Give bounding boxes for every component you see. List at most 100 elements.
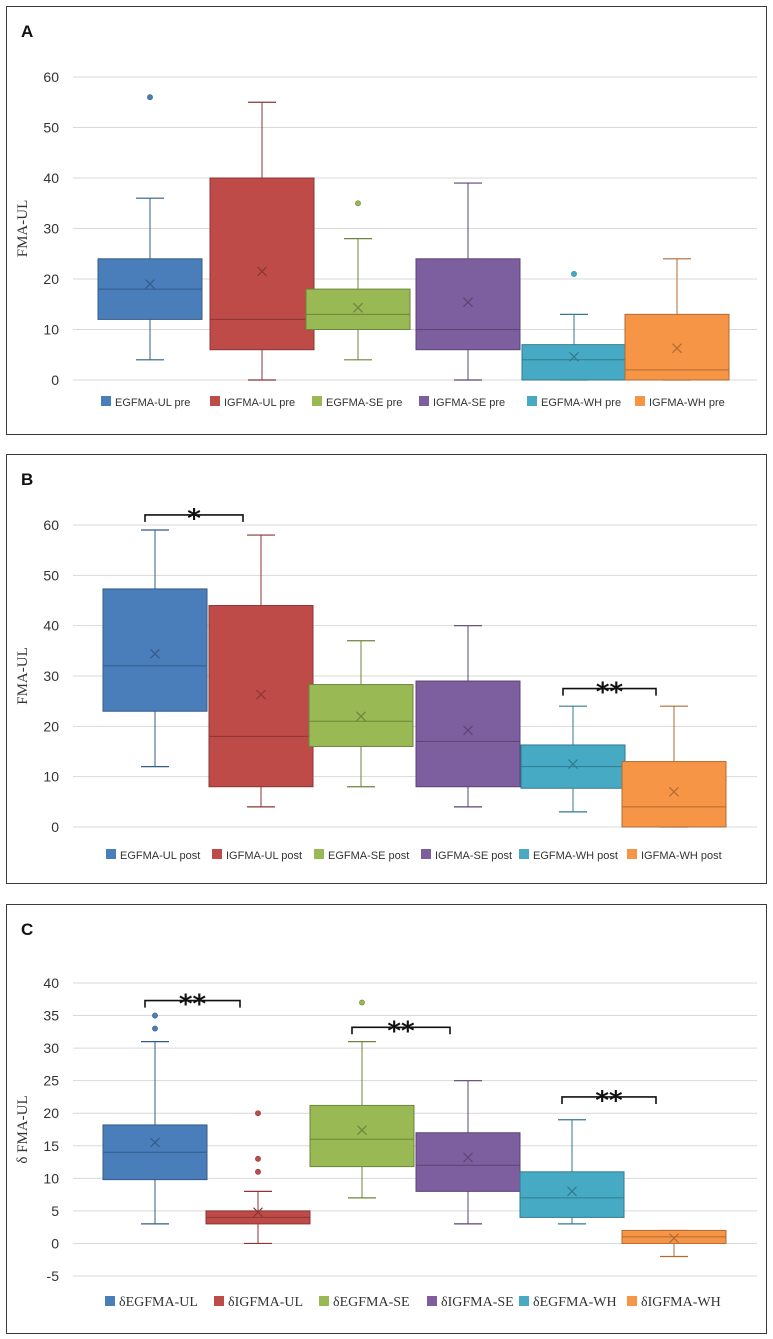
box-egfma-se-post — [308, 640, 414, 788]
box--igfma-wh — [621, 1229, 727, 1258]
boxplot-chart-c: C -5 0 5 10 15 20 25 30 35 40 δ FMA-UL δEGFMA-UL δIGF… — [15, 920, 757, 1310]
mean-marker — [256, 689, 266, 700]
y-tick-label: 35 — [43, 1008, 59, 1024]
legend-label: IGFMA-SE pre — [433, 397, 505, 409]
y-tick-label: 0 — [51, 1235, 59, 1251]
iqr-box — [519, 1171, 625, 1218]
box-igfma-se-pre — [415, 182, 521, 381]
legend-label: IGFMA-SE post — [435, 850, 512, 862]
outlier-point — [571, 271, 577, 277]
iqr-box — [415, 680, 521, 788]
iqr-box — [621, 761, 727, 828]
panel-label: A — [21, 22, 33, 41]
legend-label: EGFMA-WH post — [533, 850, 618, 862]
legend-label: δIGFMA-WH — [641, 1295, 721, 1310]
box-igfma-wh-post — [621, 705, 727, 828]
legend-swatch — [314, 849, 324, 859]
legend-label: δEGFMA-SE — [333, 1295, 410, 1310]
y-tick-label: 40 — [43, 618, 59, 634]
y-tick-label: 40 — [43, 170, 59, 186]
legend-swatch — [312, 396, 322, 406]
iqr-box — [309, 1104, 415, 1168]
bracket-line — [144, 514, 244, 522]
y-tick-label: 50 — [43, 120, 59, 136]
mean-marker — [150, 648, 160, 659]
outlier-point — [359, 999, 365, 1006]
legend-swatch — [527, 396, 537, 406]
y-tick-label: 50 — [43, 567, 59, 583]
panel-a: A 0 10 20 30 40 50 60 FMA-UL EGFMA-UL pre IGFMA-UL… — [6, 6, 767, 435]
y-tick-label: 60 — [43, 517, 59, 533]
y-tick-label: 20 — [43, 718, 59, 734]
bracket-line — [144, 999, 241, 1008]
panel-c: C -5 0 5 10 15 20 25 30 35 40 δ FMA-UL δEGFMA-UL δIGF… — [6, 904, 767, 1334]
mean-marker — [257, 266, 267, 277]
mean-marker — [669, 1233, 679, 1244]
mean-marker — [569, 351, 579, 362]
box--egfma-wh — [519, 1119, 625, 1225]
legend-swatch — [627, 849, 637, 859]
mean-marker — [357, 1125, 367, 1136]
y-tick-label: 30 — [43, 221, 59, 237]
significance-label: * — [187, 504, 201, 534]
boxplot-chart-b: B 0 10 20 30 40 50 60 FMA-UL EGFMA-UL post IGFMA-U… — [15, 470, 757, 862]
legend-label: IGFMA-UL pre — [224, 397, 295, 409]
box--egfma-se — [309, 999, 415, 1199]
bracket-line — [561, 1096, 657, 1104]
legend-swatch — [627, 1296, 637, 1306]
y-axis-title: FMA-UL — [15, 647, 31, 705]
outlier-point — [152, 1025, 158, 1032]
significance-bracket: ** — [144, 990, 241, 1020]
bracket-line — [351, 1026, 451, 1035]
panel-label: B — [21, 470, 33, 489]
significance-label: ** — [179, 990, 207, 1020]
mean-marker — [145, 279, 155, 289]
mean-marker — [669, 786, 679, 797]
iqr-box — [208, 605, 314, 788]
outlier-point — [255, 1168, 261, 1175]
mean-marker — [353, 302, 363, 313]
box--igfma-ul — [205, 1110, 311, 1245]
y-tick-label: 0 — [51, 819, 59, 835]
legend-swatch — [319, 1296, 329, 1306]
legend-label: EGFMA-WH pre — [541, 397, 621, 409]
box-igfma-wh-pre — [624, 258, 730, 381]
legend-label: EGFMA-SE pre — [326, 397, 402, 409]
iqr-box — [521, 344, 627, 381]
y-tick-label: 10 — [43, 769, 59, 785]
panel-label: C — [21, 920, 33, 939]
legend-swatch — [214, 1296, 224, 1306]
significance-bracket: ** — [562, 678, 657, 708]
outlier-point — [255, 1155, 261, 1162]
y-tick-label: 15 — [43, 1138, 59, 1154]
mean-marker — [672, 343, 682, 354]
legend-swatch — [427, 1296, 437, 1306]
y-tick-label: 25 — [43, 1073, 59, 1089]
box-igfma-ul-pre — [209, 101, 315, 381]
y-tick-label: 10 — [43, 322, 59, 338]
mean-marker — [463, 725, 473, 736]
box-egfma-ul-post — [102, 529, 208, 768]
box-egfma-ul-pre — [97, 94, 203, 361]
legend-label: IGFMA-WH pre — [649, 397, 725, 409]
iqr-box — [624, 313, 730, 381]
y-tick-label: 30 — [43, 1040, 59, 1056]
significance-label: ** — [596, 678, 624, 708]
box-egfma-wh-post — [520, 705, 626, 813]
mean-marker — [463, 297, 473, 308]
iqr-box — [415, 258, 521, 351]
mean-marker — [253, 1207, 263, 1218]
legend-swatch — [101, 396, 111, 406]
mean-marker — [567, 1186, 577, 1197]
legend-swatch — [635, 396, 645, 406]
legend-label: δIGFMA-UL — [228, 1295, 303, 1310]
legend-swatch — [421, 849, 431, 859]
y-tick-label: 30 — [43, 668, 59, 684]
legend-swatch — [210, 396, 220, 406]
legend-label: δIGFMA-SE — [441, 1295, 514, 1310]
y-tick-label: -5 — [47, 1268, 60, 1284]
significance-bracket: ** — [351, 1016, 451, 1046]
y-tick-label: 10 — [43, 1170, 59, 1186]
box--egfma-ul — [102, 1012, 208, 1225]
y-tick-label: 20 — [43, 1105, 59, 1121]
